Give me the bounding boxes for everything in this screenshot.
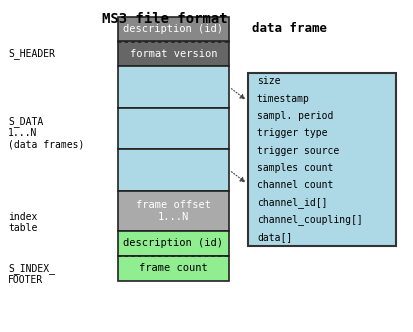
Bar	[118, 66, 229, 108]
Bar	[248, 73, 396, 246]
Text: data[]: data[]	[257, 232, 292, 242]
Text: sampl. period: sampl. period	[257, 111, 333, 121]
Text: timestamp: timestamp	[257, 94, 310, 104]
Bar	[118, 256, 229, 281]
Text: trigger source: trigger source	[257, 146, 339, 156]
Text: channel_id[]: channel_id[]	[257, 197, 328, 208]
Bar	[118, 17, 229, 42]
Text: trigger type: trigger type	[257, 128, 328, 138]
Text: frame offset
1...N: frame offset 1...N	[136, 200, 211, 222]
Text: S_HEADER: S_HEADER	[8, 48, 55, 58]
Bar	[118, 108, 229, 149]
Text: size: size	[257, 76, 280, 86]
Text: S_DATA
1...N
(data frames): S_DATA 1...N (data frames)	[8, 116, 85, 150]
Text: description (id): description (id)	[123, 238, 223, 248]
Bar	[118, 149, 229, 191]
Text: channel count: channel count	[257, 180, 333, 190]
Text: frame count: frame count	[139, 263, 208, 273]
Text: data frame: data frame	[252, 22, 327, 35]
Text: samples count: samples count	[257, 163, 333, 173]
Text: channel_coupling[]: channel_coupling[]	[257, 214, 363, 225]
Text: description (id): description (id)	[123, 24, 223, 34]
Bar	[118, 231, 229, 256]
Text: S_INDEX_
FOOTER: S_INDEX_ FOOTER	[8, 263, 55, 285]
Bar	[118, 191, 229, 231]
Text: format version: format version	[130, 49, 217, 59]
Text: MS3 file format: MS3 file format	[102, 12, 228, 26]
Text: index
table: index table	[8, 211, 38, 233]
Bar	[118, 42, 229, 66]
